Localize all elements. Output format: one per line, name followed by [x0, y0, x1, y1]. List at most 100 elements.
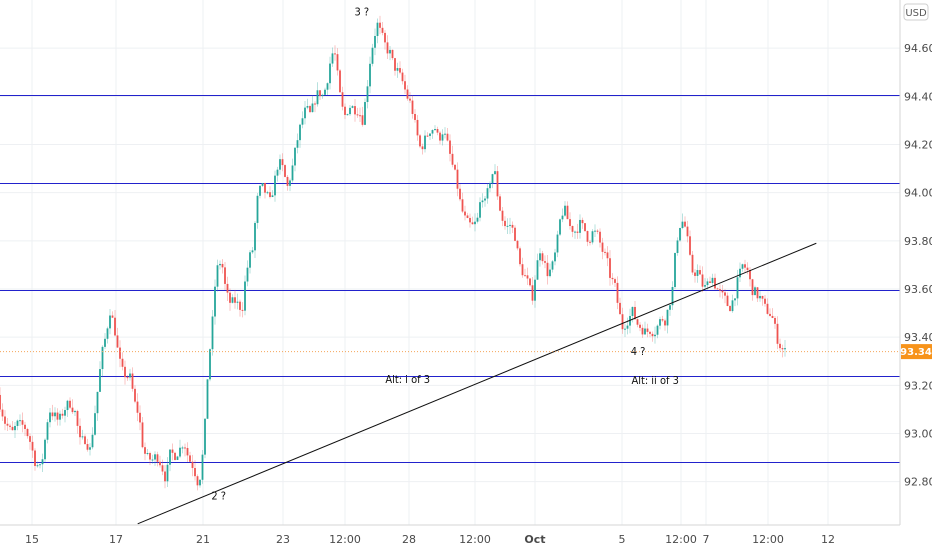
candle-body: [211, 316, 214, 350]
candle-body: [671, 287, 674, 306]
candle-body: [541, 253, 544, 262]
price-tick-label: 94.00: [904, 187, 932, 200]
candle-body: [144, 447, 146, 454]
candle-body: [386, 42, 389, 54]
candle-body: [459, 188, 461, 200]
candle-body: [451, 153, 454, 165]
annotation-label: Alt: i of 3: [385, 373, 430, 386]
candle-body: [241, 309, 244, 311]
candle-body: [139, 412, 141, 423]
candle-body: [134, 388, 136, 402]
candle-body: [644, 328, 646, 335]
candle-body: [349, 107, 351, 115]
candle-body: [109, 315, 111, 329]
candle-body: [196, 476, 199, 486]
candle-body: [491, 174, 494, 184]
candle-body: [246, 267, 249, 282]
candle-body: [151, 459, 154, 461]
candle-body: [551, 261, 554, 270]
candle-body: [274, 175, 276, 196]
candle-body: [544, 261, 546, 263]
candle-body: [269, 192, 271, 198]
candle-body: [329, 63, 331, 84]
candle-body: [649, 331, 651, 334]
candle-body: [199, 479, 201, 486]
candle-body: [121, 358, 124, 367]
time-axis[interactable]: [0, 525, 900, 550]
candle-body: [54, 412, 56, 417]
candle-body: [744, 264, 746, 268]
candle-body: [426, 135, 429, 137]
annotation-label: Alt: ii of 3: [631, 374, 679, 387]
candle-body: [171, 449, 174, 453]
candle-body: [411, 100, 414, 114]
candle-body: [444, 133, 446, 135]
candle-body: [189, 455, 191, 462]
trendline[interactable]: [137, 242, 817, 525]
candle-body: [476, 217, 479, 222]
candle-body: [676, 240, 679, 254]
price-tick-label: 94.60: [904, 42, 932, 55]
candle-body: [84, 436, 86, 445]
candle-body: [579, 219, 581, 233]
candle-body: [129, 373, 131, 378]
candle-body: [116, 335, 119, 348]
candle-body: [309, 106, 311, 113]
candle-body: [514, 227, 516, 241]
candle-body: [24, 424, 26, 429]
candle-body: [291, 165, 294, 181]
candle-body: [746, 267, 749, 270]
price-axis[interactable]: [900, 0, 932, 550]
candle-body: [314, 103, 316, 105]
candle-body: [516, 240, 519, 249]
candle-body: [401, 72, 404, 82]
candle-body: [376, 22, 379, 36]
candle-body: [266, 192, 269, 194]
candle-body: [466, 215, 469, 218]
candle-body: [176, 456, 179, 460]
currency-badge[interactable]: [903, 3, 929, 21]
candle-body: [31, 441, 34, 451]
candle-body: [14, 425, 16, 431]
candle-body: [374, 35, 376, 48]
candle-body: [399, 68, 401, 73]
candle-body: [604, 251, 606, 253]
candle-body: [621, 314, 624, 330]
candle-body: [341, 92, 344, 107]
candle-body: [164, 471, 166, 482]
candle-body: [456, 169, 459, 189]
candle-body: [766, 303, 769, 314]
candle-body: [484, 198, 486, 201]
candle-body: [226, 283, 229, 293]
candle-body: [104, 338, 106, 347]
candle-body: [611, 277, 614, 280]
candle-body: [51, 412, 54, 417]
candle-body: [96, 391, 99, 414]
candle-body: [501, 210, 504, 221]
candle-body: [166, 464, 169, 482]
candle-body: [344, 106, 346, 115]
price-tick-label: 93.20: [904, 379, 932, 392]
candle-body: [564, 205, 566, 216]
candle-body: [624, 328, 626, 330]
candle-body: [416, 119, 419, 136]
candle-body: [429, 133, 431, 136]
candle-body: [169, 449, 171, 465]
candle-body: [29, 436, 31, 442]
candle-body: [754, 287, 756, 296]
candle-body: [119, 347, 121, 359]
candle-body: [141, 422, 144, 448]
candle-body: [731, 300, 734, 312]
candle-body: [276, 169, 279, 176]
price-tick-label: 93.40: [904, 331, 932, 344]
candle-body: [619, 302, 621, 315]
candle-body: [594, 230, 596, 232]
time-tick-label: 21: [196, 533, 210, 546]
candle-body: [529, 278, 531, 286]
candle-body: [384, 32, 386, 43]
candle-body: [784, 348, 786, 350]
candle-body: [704, 285, 706, 287]
candle-body: [74, 410, 76, 413]
candle-body: [394, 58, 396, 71]
